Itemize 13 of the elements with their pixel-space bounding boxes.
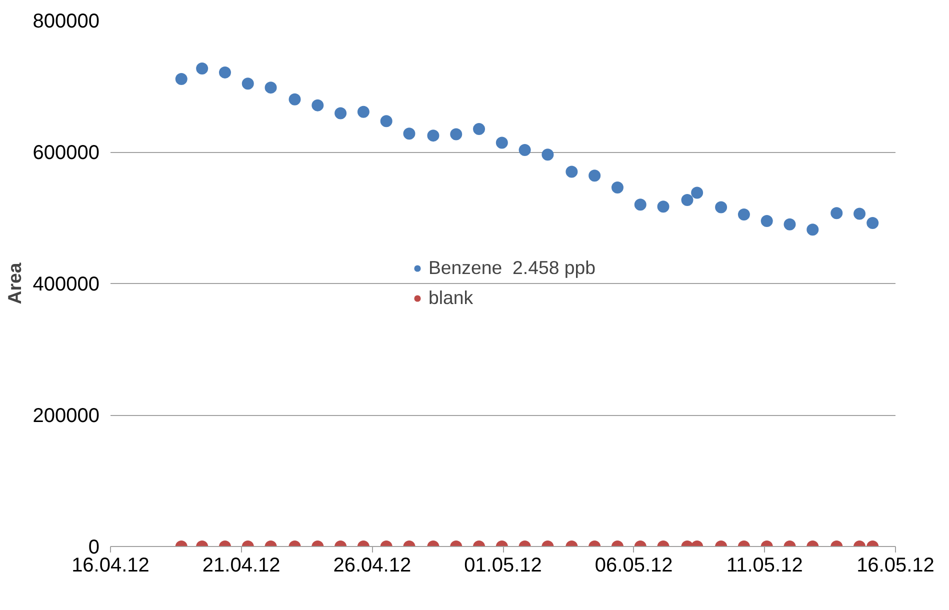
y-axis-title: Area bbox=[4, 262, 25, 304]
legend-label: Benzene 2.458 ppb bbox=[428, 257, 596, 279]
x-tick-label: 16.05.12 bbox=[856, 554, 934, 576]
y-tick-label: 800000 bbox=[32, 10, 100, 32]
x-tick-label: 01.05.12 bbox=[464, 554, 542, 576]
x-tick-label: 06.05.12 bbox=[594, 554, 673, 576]
y-tick-label: 200000 bbox=[32, 405, 100, 427]
x-tick-label: 26.04.12 bbox=[333, 554, 412, 576]
legend-label: blank bbox=[428, 287, 474, 309]
x-tick-label: 21.04.12 bbox=[202, 554, 280, 576]
x-tick-label: 11.05.12 bbox=[726, 554, 803, 576]
y-tick-label: 600000 bbox=[32, 142, 100, 164]
y-tick-label: 400000 bbox=[32, 274, 100, 296]
